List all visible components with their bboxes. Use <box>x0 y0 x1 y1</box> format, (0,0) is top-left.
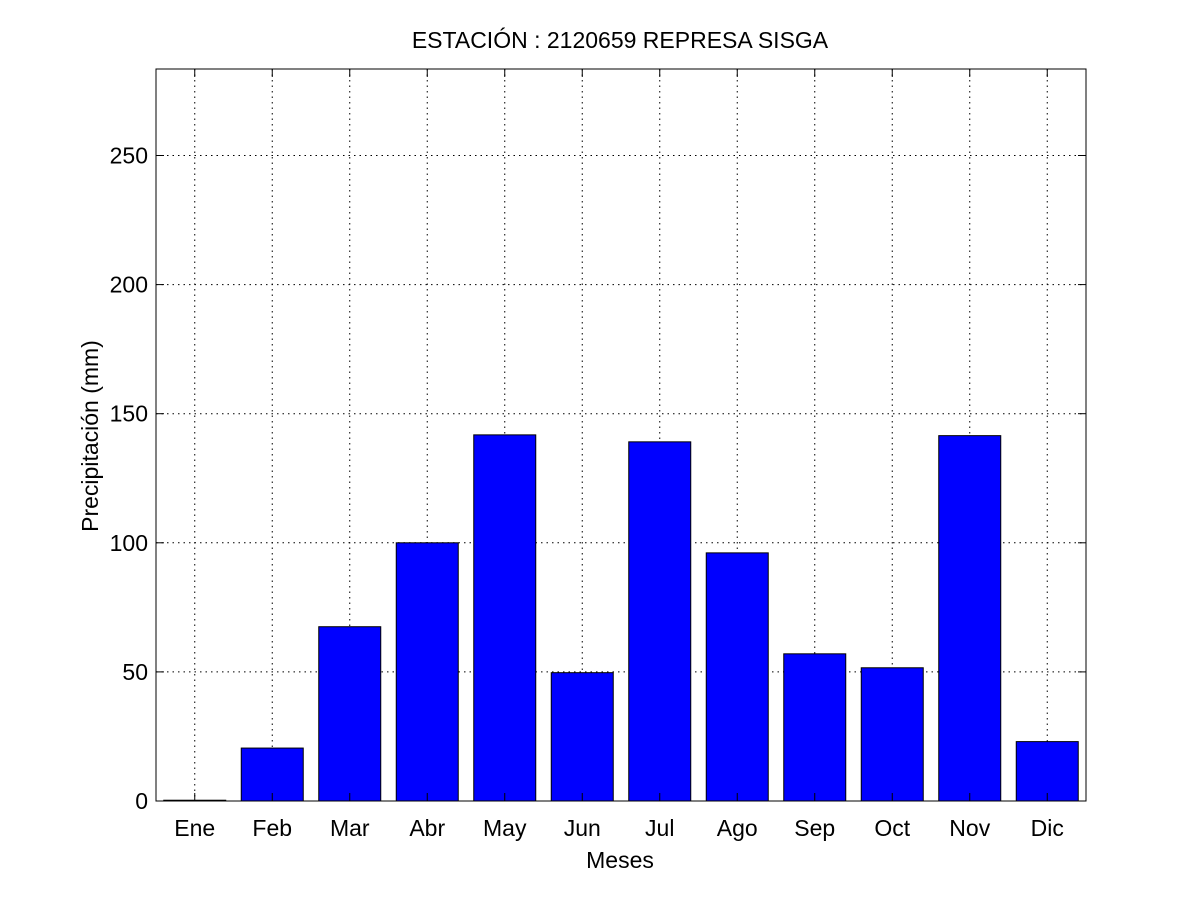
bar-nov <box>938 435 1002 802</box>
bar-abr <box>395 542 459 802</box>
x-tick-label: Abr <box>409 815 445 841</box>
bar-jul <box>628 441 692 802</box>
y-axis-label: Precipitación (mm) <box>77 340 103 532</box>
y-tick-label: 200 <box>110 272 148 298</box>
x-tick-label: May <box>483 815 527 841</box>
plot-frame <box>155 68 1087 802</box>
tick-labels: Ene Feb Mar Abr May Jun Jul Ago Sep Oct Nov Dic 0 50 1… <box>110 142 1064 841</box>
x-tick-label: Feb <box>252 815 292 841</box>
x-tick-label: Oct <box>874 815 910 841</box>
chart-title: ESTACIÓN : 2120659 REPRESA SISGA <box>412 27 829 53</box>
bar-oct <box>860 667 924 802</box>
x-tick-label: Sep <box>794 815 835 841</box>
x-tick-label: Nov <box>949 815 990 841</box>
x-tick-label: Ene <box>174 815 215 841</box>
bar-may <box>473 434 537 802</box>
bar-sep <box>783 653 847 802</box>
y-tick-label: 50 <box>122 659 148 685</box>
bar-ago <box>705 552 769 802</box>
x-axis-label: Meses <box>586 847 654 873</box>
bar-feb <box>240 747 304 802</box>
x-tick-label: Ago <box>717 815 758 841</box>
x-tick-label: Mar <box>330 815 370 841</box>
y-tick-label: 150 <box>110 401 148 427</box>
y-tick-label: 0 <box>135 788 148 814</box>
y-tick-label: 250 <box>110 142 148 168</box>
y-tick-label: 100 <box>110 530 148 556</box>
bar-dic <box>1015 741 1079 802</box>
x-tick-label: Jun <box>564 815 601 841</box>
x-tick-label: Dic <box>1031 815 1064 841</box>
x-tick-label: Jul <box>645 815 674 841</box>
bar-mar <box>318 626 382 802</box>
bar-jun <box>550 672 614 802</box>
bars <box>163 434 1079 802</box>
